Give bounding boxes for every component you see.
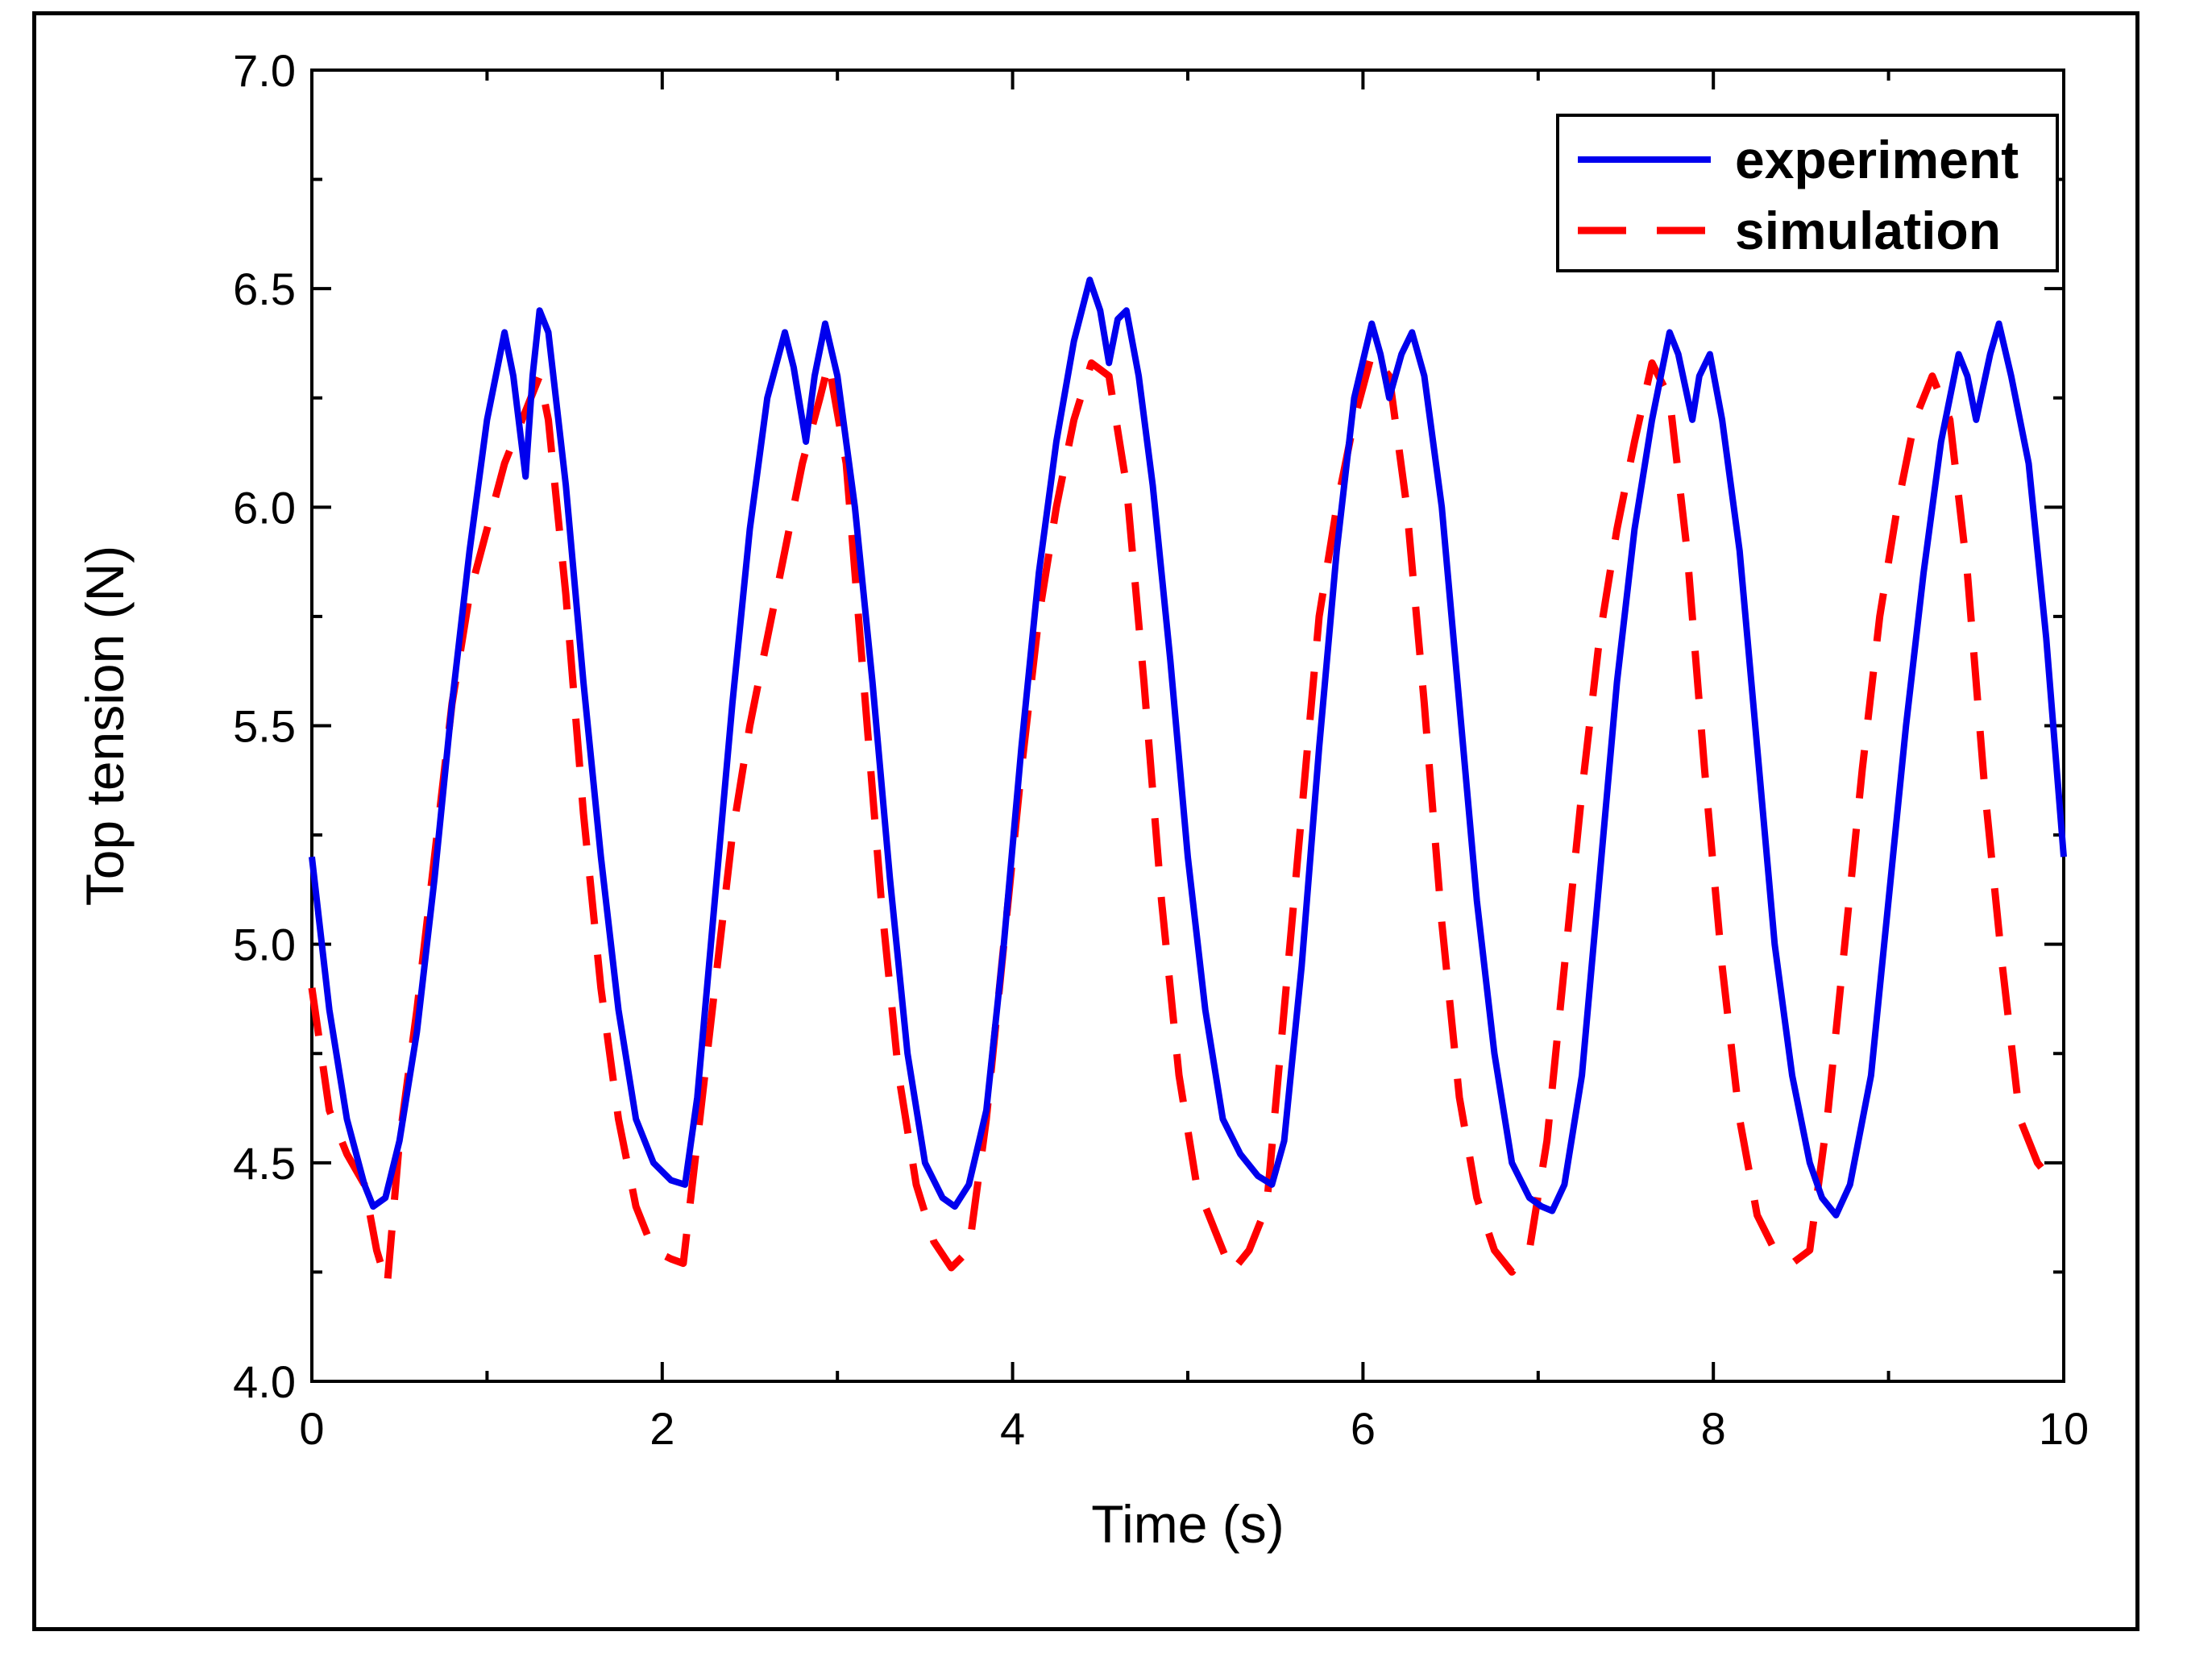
y-tick-label: 4.0 <box>233 1356 296 1407</box>
line-chart: 0 2 4 6 8 10 4.0 4.5 5.0 5.5 6.0 6.5 7.0 Time (s) To… <box>75 45 2089 1554</box>
legend-label-simulation: simulation <box>1735 201 2001 260</box>
y-tick-label: 6.5 <box>233 264 296 314</box>
x-tick-label: 6 <box>1351 1403 1376 1454</box>
y-tick-label: 7.0 <box>233 45 296 96</box>
legend-box <box>1556 114 2059 272</box>
x-tick-label: 10 <box>2039 1403 2089 1454</box>
x-tick-label: 8 <box>1701 1403 1726 1454</box>
x-tick-label: 2 <box>649 1403 674 1454</box>
axis-ticks <box>310 69 2065 1383</box>
y-tick-label: 5.5 <box>233 701 296 752</box>
series-line-simulation <box>308 351 2058 1289</box>
x-tick-label: 4 <box>1000 1403 1025 1454</box>
x-tick-label: 0 <box>299 1403 324 1454</box>
y-tick-label: 5.0 <box>233 920 296 970</box>
y-axis-title: Top tension (N) <box>75 546 135 907</box>
x-axis-title: Time (s) <box>1091 1494 1284 1554</box>
series-line-experiment <box>309 276 2067 1219</box>
legend-label-experiment: experiment <box>1735 130 2019 189</box>
data-series <box>308 276 2067 1289</box>
figure-frame: 0 2 4 6 8 10 4.0 4.5 5.0 5.5 6.0 6.5 7.0 Time (s) To… <box>32 11 2139 1631</box>
y-tick-label: 6.0 <box>233 482 296 533</box>
y-tick-label: 4.5 <box>233 1138 296 1189</box>
legend: experiment simulation <box>1556 114 2059 272</box>
axis-tick-labels: 0 2 4 6 8 10 4.0 4.5 5.0 5.5 6.0 6.5 7.0 <box>233 45 2089 1454</box>
